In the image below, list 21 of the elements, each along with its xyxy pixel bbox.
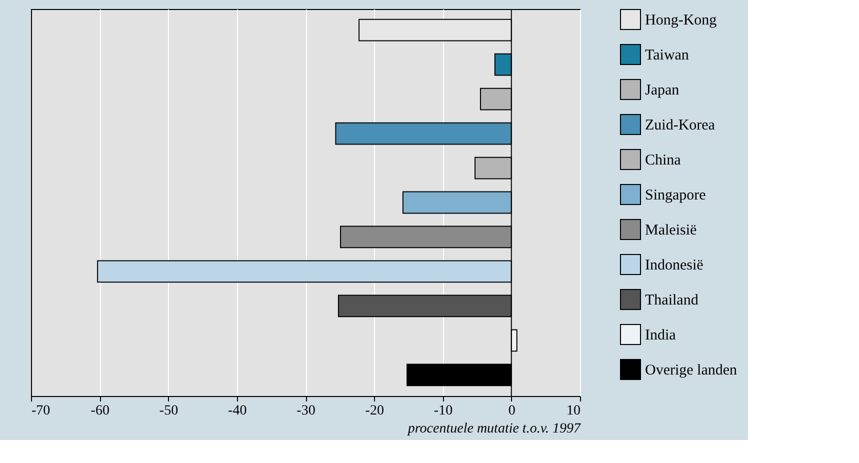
legend-label: Singapore [645, 188, 706, 204]
x-tick-label: -20 [365, 404, 384, 418]
legend-label: Maleisië [645, 222, 697, 238]
legend-label: Taiwan [645, 48, 690, 64]
x-tick-label: -30 [296, 404, 316, 418]
x-tick-label: -40 [228, 404, 247, 418]
legend-label: Overige landen [645, 362, 738, 378]
legend-label: Zuid-Korea [645, 118, 716, 134]
legend-label: Indonesië [645, 258, 704, 274]
x-tick-label: -10 [434, 404, 453, 418]
x-tick-label: 0 [508, 404, 516, 418]
legend-label: India [645, 328, 676, 344]
x-tick-label: 10 [566, 404, 580, 418]
x-tick-label: -70 [32, 404, 50, 418]
legend-label: Japan [645, 82, 680, 98]
legend-label: Hong-Kong [645, 12, 718, 28]
x-axis-title: procentuele mutatie t.o.v. 1997 [406, 422, 582, 436]
x-tick-label: -50 [159, 404, 178, 418]
legend-label: Thailand [645, 292, 699, 308]
legend-label: China [645, 152, 682, 168]
x-tick-label: -60 [90, 404, 110, 418]
